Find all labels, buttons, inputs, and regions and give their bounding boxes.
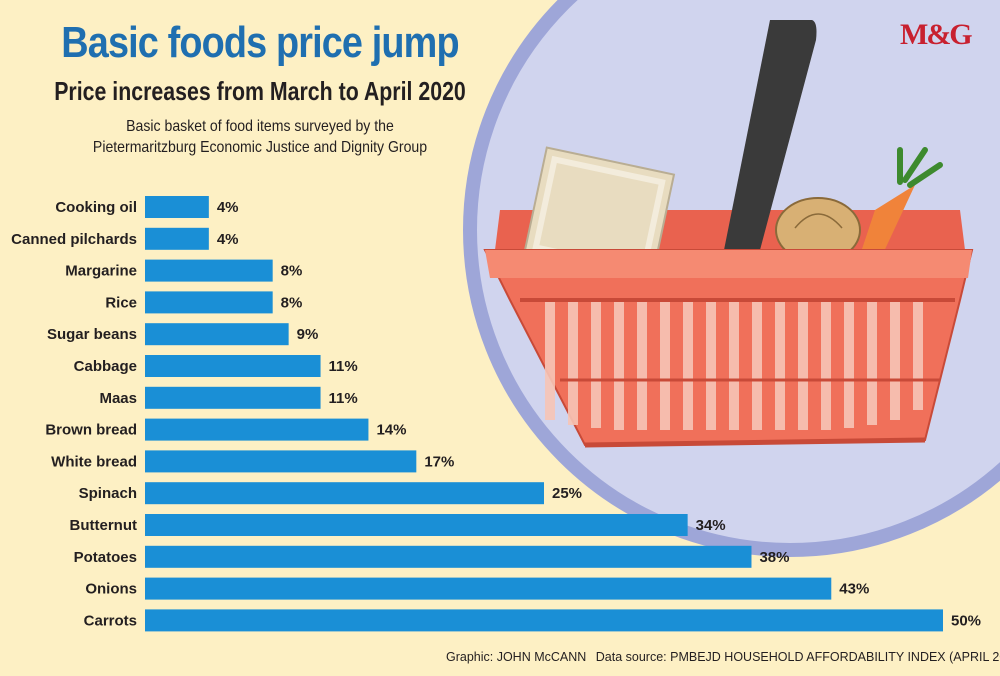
shopping-basket-icon [483, 20, 974, 448]
bar [145, 482, 544, 505]
bar [145, 259, 273, 282]
bar [145, 418, 369, 441]
graphic-credit: Graphic: JOHN McCANN [446, 650, 587, 664]
bar [145, 227, 209, 250]
intro-line-1: Basic basket of food items surveyed by t… [126, 118, 394, 135]
category-label: White bread [51, 453, 137, 470]
category-label: Sugar beans [47, 326, 137, 343]
value-label: 34% [696, 517, 726, 534]
bar [145, 609, 943, 632]
category-label: Cooking oil [55, 199, 137, 216]
value-label: 4% [217, 231, 239, 248]
intro-text: Basic basket of food items surveyed by t… [84, 116, 436, 158]
category-label: Spinach [79, 485, 137, 502]
value-label: 9% [297, 326, 319, 343]
bar [145, 514, 688, 536]
category-label: Margarine [65, 263, 137, 280]
bar [145, 196, 209, 218]
bar [145, 545, 752, 568]
value-label: 4% [217, 199, 239, 216]
value-label: 43% [839, 581, 869, 598]
value-label: 14% [376, 422, 406, 439]
category-label: Carrots [84, 612, 137, 629]
page-title: Basic foods price jump [61, 18, 459, 67]
value-label: 11% [329, 390, 358, 407]
footer-credit: Graphic: JOHN McCANN Data source: PMBEJD… [440, 650, 1000, 664]
bar [145, 577, 832, 600]
bar [145, 386, 321, 409]
value-label: 11% [329, 358, 358, 375]
page-subtitle: Price increases from March to April 2020 [54, 76, 466, 106]
value-label: 17% [424, 453, 454, 470]
value-label: 25% [552, 485, 582, 502]
category-label: Potatoes [74, 549, 137, 566]
value-label: 38% [759, 549, 789, 566]
value-label: 8% [281, 294, 303, 311]
brand-logo: M&G [900, 18, 973, 51]
bar [145, 323, 289, 346]
category-label: Rice [105, 294, 137, 311]
bar [145, 355, 321, 377]
intro-line-2: Pietermaritzburg Economic Justice and Di… [92, 139, 428, 156]
category-label: Onions [85, 581, 137, 598]
value-label: 8% [281, 263, 303, 280]
bar [145, 450, 417, 473]
category-label: Butternut [70, 517, 138, 534]
category-label: Maas [99, 390, 137, 407]
bar [145, 291, 273, 314]
background-circle-ring [463, 0, 1000, 557]
category-label: Cabbage [74, 358, 137, 375]
category-label: Brown bread [45, 422, 137, 439]
data-source: Data source: PMBEJD HOUSEHOLD AFFORDABIL… [595, 650, 1000, 664]
value-label: 50% [951, 612, 981, 629]
category-label: Canned pilchards [11, 231, 137, 248]
